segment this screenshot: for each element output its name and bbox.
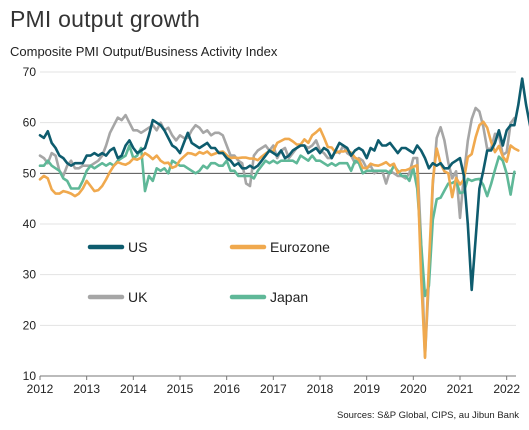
series-lines	[38, 77, 529, 360]
x-tick-2022: 2022	[493, 382, 520, 396]
y-tick-10: 10	[23, 369, 37, 383]
x-tick-2018: 2018	[307, 382, 334, 396]
gridlines	[40, 71, 516, 377]
legend-label-eurozone: Eurozone	[270, 239, 330, 255]
x-tick-2021: 2021	[447, 382, 474, 396]
x-tick-2020: 2020	[400, 382, 427, 396]
source-note: Sources: S&P Global, CIPS, au Jibun Bank	[336, 410, 519, 421]
series-line-eurozone	[38, 120, 520, 360]
legend: US Eurozone UK Japan	[87, 239, 330, 305]
y-tick-70: 70	[23, 65, 37, 79]
legend-label-japan: Japan	[270, 289, 308, 305]
x-axis: 2012 2013 2014 2015 2016 2017 2018 2019 2020 2021…	[27, 375, 520, 396]
x-tick-2012: 2012	[27, 382, 54, 396]
x-tick-2019: 2019	[353, 382, 380, 396]
chart-title: PMI output growth	[10, 6, 201, 32]
y-axis: 70 60 50 40 30 20 10	[23, 65, 37, 383]
x-tick-2016: 2016	[213, 382, 240, 396]
y-tick-40: 40	[23, 217, 37, 231]
series-line-us	[38, 77, 529, 292]
legend-label-us: US	[128, 239, 147, 255]
y-tick-50: 50	[23, 166, 37, 180]
series-line-japan	[38, 144, 516, 298]
x-tick-2017: 2017	[260, 382, 287, 396]
y-tick-20: 20	[23, 318, 37, 332]
x-tick-2015: 2015	[167, 382, 194, 396]
chart-subtitle: Composite PMI Output/Business Activity I…	[10, 44, 278, 59]
y-tick-30: 30	[23, 268, 37, 282]
x-tick-2013: 2013	[73, 382, 100, 396]
y-tick-60: 60	[23, 116, 37, 130]
x-tick-2014: 2014	[120, 382, 147, 396]
legend-label-uk: UK	[128, 289, 148, 305]
